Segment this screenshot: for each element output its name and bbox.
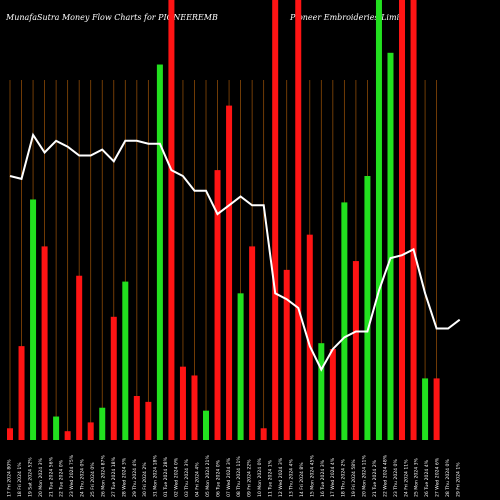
x-tick-label: 22 Wed 2024 48%	[382, 454, 388, 497]
x-tick-label: 25 Mon 2024 3%	[414, 457, 420, 497]
x-tick-label: 18 Thu 2024 2%	[341, 459, 347, 497]
bar-21	[249, 246, 256, 440]
chart-title-right: Pioneer Embroideries Limit	[290, 13, 403, 22]
x-tick-label: 11 Tue 2024 1%	[268, 459, 274, 497]
x-tick-label: 03 Thu 2024 3%	[184, 459, 190, 497]
x-tick-label: 28 Wed 2024 3%	[121, 457, 127, 497]
x-tick-label: 27 Wed 2024 6%	[435, 457, 441, 497]
x-tick-label: 23 Thu 2024 0%	[393, 459, 399, 497]
x-tick-label: 01 Tue 2024 28%	[163, 456, 169, 497]
x-tick-label: 23 Wed 2024 75%	[69, 454, 75, 497]
bar-13	[156, 64, 163, 441]
x-tick-label: 17 Fri 2024 80%	[7, 459, 13, 497]
x-tick-label: 31 Mon 2024 18%	[153, 455, 159, 497]
x-tick-label: 20 Mon 2024 3%	[38, 457, 44, 497]
bar-19	[226, 105, 233, 440]
x-tick-label: 13 Thu 2024 4%	[288, 459, 294, 497]
x-tick-label: 15 Mon 2024 45%	[309, 455, 315, 497]
bar-27	[318, 343, 325, 440]
bar-2	[30, 199, 37, 440]
x-tick-label: 08 Thu 2024 11%	[236, 456, 242, 497]
bar-33	[387, 52, 394, 441]
bar-17	[203, 410, 210, 440]
x-tick-label: 26 Mon 2024 87%	[101, 455, 107, 497]
x-tick-label: 20 Mon 2024 11%	[362, 455, 368, 497]
x-tick-label: 29 Fri 2024 1%	[456, 462, 462, 497]
bar-12	[145, 401, 152, 440]
x-tick-label: 22 Tue 2024 0%	[59, 459, 65, 497]
bar-32	[375, 0, 382, 440]
bar-29	[341, 202, 348, 440]
x-tick-label: 28 Thu 2024 0%	[445, 459, 451, 497]
bar-30	[352, 261, 359, 440]
x-tick-label: 25 Fri 2024 0%	[90, 462, 96, 497]
bar-10	[122, 281, 129, 440]
bar-14	[168, 0, 175, 440]
bar-28	[329, 349, 336, 440]
bar-20	[237, 293, 244, 440]
bar-3	[41, 246, 48, 440]
bar-8	[99, 407, 106, 440]
bar-24	[283, 269, 290, 440]
grid-lines	[9, 80, 438, 440]
x-tick-label: 12 Wed 2024 3%	[278, 457, 284, 497]
x-tick-label: 09 Fri 2024 22%	[247, 459, 253, 497]
bar-34	[399, 0, 406, 440]
x-tick-label: 02 Wed 2024 0%	[174, 457, 180, 497]
x-tick-label: 18 Fri 2024 1%	[17, 462, 23, 497]
bar-22	[260, 428, 267, 440]
chart-title-left: MunafaSutra Money Flow Charts for PIONEE…	[6, 13, 218, 22]
x-axis-labels: 17 Fri 2024 80% 18 Fri 2024 1% 19 Sat 2024…	[7, 454, 462, 497]
bar-15	[179, 366, 186, 440]
x-tick-label: 19 Fri 2024 58%	[351, 459, 357, 497]
x-tick-label: 30 Fri 2024 2%	[142, 462, 148, 497]
x-tick-label: 27 Tue 2024 18%	[111, 456, 117, 497]
bar-6	[76, 275, 83, 440]
bar-36	[422, 378, 429, 440]
bar-9	[110, 316, 117, 440]
bar-16	[191, 375, 198, 440]
x-tick-label: 07 Wed 2024 3%	[226, 457, 232, 497]
x-tick-label: 04 Fri 2024 4%	[195, 462, 201, 497]
x-tick-label: 24 Thu 2024 0%	[80, 459, 86, 497]
x-tick-label: 06 Tue 2024 0%	[215, 459, 221, 497]
x-tick-label: 21 Tue 2024 2%	[372, 459, 378, 497]
x-tick-label: 14 Fri 2024 8%	[299, 462, 305, 497]
bar-31	[364, 176, 371, 440]
x-tick-label: 26 Tue 2024 4%	[424, 459, 430, 497]
bar-series	[7, 0, 440, 441]
bar-37	[433, 378, 440, 440]
x-tick-label: 19 Sat 2024 52%	[27, 457, 33, 497]
bar-26	[306, 234, 313, 440]
bar-18	[214, 170, 221, 440]
bar-11	[133, 396, 140, 440]
bar-1	[18, 346, 25, 440]
bar-4	[53, 416, 60, 440]
x-tick-label: 16 Tue 2024 3%	[320, 459, 326, 497]
x-tick-label: 24 Fri 2024 11%	[403, 459, 409, 497]
x-tick-label: 17 Wed 2024 4%	[330, 457, 336, 497]
bar-0	[7, 428, 13, 440]
x-tick-label: 29 Thu 2024 4%	[132, 459, 138, 497]
x-tick-label: 10 Mon 2024 0%	[257, 457, 263, 497]
x-tick-label: 05 Mon 2024 21%	[205, 455, 211, 497]
bar-23	[272, 0, 279, 440]
bar-5	[64, 431, 71, 440]
bar-35	[410, 0, 417, 440]
x-tick-label: 21 Tue 2024 56%	[48, 456, 54, 497]
bar-7	[87, 422, 94, 440]
bar-25	[295, 0, 302, 440]
price-line	[9, 132, 461, 372]
